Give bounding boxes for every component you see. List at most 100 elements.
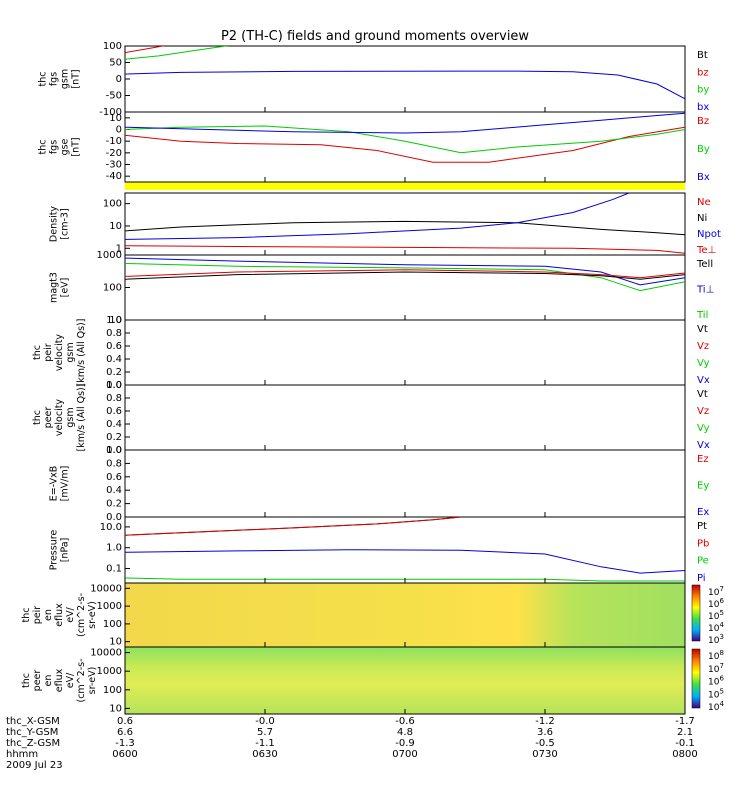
footer-value: 3.6 [537, 727, 553, 738]
y-tick-label: 0.4 [106, 354, 122, 365]
y-axis-label: [cm-3] [60, 208, 71, 239]
panel-p5: Vt Vz Vy Vx 1.0 0.8 0.6 0.4 0.2 0.0 thc peir velocit… [32, 315, 710, 391]
y-tick-label: 100 [103, 41, 122, 52]
series-Tell [125, 271, 685, 280]
y-axis-label: peir [32, 606, 43, 625]
footer-value: 0800 [672, 749, 697, 760]
y-axis-label: thc [38, 140, 49, 155]
footer-row-label: hhmm [6, 749, 38, 760]
footer-value: -0.5 [535, 738, 555, 749]
panel-p7: Ez Ey Ex 1.0 0.8 0.6 0.4 0.2 0.0 E=-VxB [mV/m] [49, 445, 710, 523]
y-tick-label: 10 [109, 113, 122, 124]
y-tick-label: 0.8 [106, 393, 122, 404]
legend-label: Vx [697, 375, 710, 386]
footer-value: 0.6 [117, 716, 133, 727]
legend-label: Vz [697, 341, 709, 352]
legend-label: Vt [697, 389, 708, 400]
y-tick-label: 1000 [97, 666, 122, 677]
footer-row-label: thc_Z-GSM [6, 738, 60, 749]
legend-label: Bx [697, 172, 710, 183]
y-tick-label: 1.0 [106, 445, 122, 456]
legend-label: bx [697, 102, 709, 113]
legend-label: Te⊥ [696, 245, 716, 256]
y-axis-label: eV/ [65, 672, 76, 688]
legend-label: Ni [697, 213, 707, 224]
series-by [125, 46, 229, 60]
y-tick-label: 100 [103, 283, 122, 294]
y-axis-label: eV/ [65, 606, 76, 622]
series-Til [125, 262, 685, 292]
panel-p1: Bt bz by bx 100 50 0 -50 -100 thc fgs gsm [nT] [38, 41, 710, 118]
y-tick-label: 0.1 [106, 563, 122, 574]
series-Pe [125, 577, 685, 582]
legend-label: Pi [697, 573, 706, 584]
y-tick-label: -20 [106, 148, 122, 159]
y-axis-label: gsm [60, 69, 71, 89]
y-axis-label: peer [43, 407, 54, 429]
panel-p2: Bz By Bx 100-10-20-30-40 thc fgs gse [nT] [38, 111, 710, 183]
y-axis-label: (cm^2-s- [76, 593, 87, 637]
y-axis-label: [km/s (All Qs)] [76, 319, 87, 387]
footer-value: 5.7 [257, 727, 273, 738]
y-tick-label: 10 [109, 703, 122, 714]
y-tick-label: -40 [106, 171, 122, 182]
footer-value: -0.9 [395, 738, 415, 749]
legend-label: Ey [697, 481, 709, 492]
series-Te⊥ [125, 269, 685, 279]
legend-label: Vy [697, 423, 710, 434]
series-bz [125, 46, 166, 54]
y-axis-label: peer [32, 670, 43, 692]
colorbar-label: 103 [708, 633, 724, 646]
y-axis-label: sr-eV) [87, 667, 98, 695]
y-axis-label: Density [49, 206, 60, 242]
legend-label: Pb [697, 538, 709, 549]
footer-value: 0600 [112, 749, 137, 760]
y-tick-label: 0.8 [106, 328, 122, 339]
footer-value: -1.1 [255, 738, 275, 749]
y-tick-label: 1000 [97, 601, 122, 612]
yellow-band [125, 182, 685, 190]
y-axis-label: [nT] [71, 137, 82, 156]
y-axis-label: thc [32, 345, 43, 360]
series-By [125, 125, 685, 154]
y-tick-label: 10 [109, 221, 122, 232]
legend-label: Ex [697, 507, 709, 518]
footer-value: 0730 [532, 749, 557, 760]
series-Ti⊥ [125, 257, 685, 286]
y-axis-label: [km/s (All Qs)] [76, 384, 87, 452]
y-axis-label: Pressure [49, 530, 60, 571]
colorbar-label: 107 [708, 662, 724, 675]
y-axis-label: velocity [54, 334, 65, 372]
y-tick-label: 10.0 [100, 522, 122, 533]
panel-frame [124, 319, 686, 386]
footer-value: -0.1 [675, 738, 695, 749]
series-Pi [125, 549, 685, 574]
footer-row-label: thc_X-GSM [6, 716, 60, 727]
legend-label: Ne [697, 197, 711, 208]
footer-value: -0.6 [395, 716, 415, 727]
legend-label: bz [697, 67, 709, 78]
y-axis-label: (cm^2-s- [76, 659, 87, 703]
footer-value: -1.7 [675, 716, 695, 727]
series-Bz [125, 126, 685, 163]
y-axis-label: [eV] [60, 278, 71, 298]
footer-row-label: thc_Y-GSM [6, 727, 58, 738]
y-axis-label: gsm [65, 342, 76, 362]
y-axis-label: [mV/m] [60, 466, 71, 502]
series-Pb [125, 517, 462, 536]
y-axis-label: thc [38, 72, 49, 87]
legend-label: Pt [697, 521, 707, 532]
panel-frame [124, 192, 686, 256]
legend-label: Bz [697, 116, 709, 127]
y-tick-label: 0.6 [106, 472, 122, 483]
y-tick-label: 0.0 [106, 380, 122, 391]
footer-value: -0.0 [255, 716, 275, 727]
panel-frame [124, 449, 686, 518]
panel-p6: Vt Vz Vy Vx 1.0 0.8 0.6 0.4 0.2 0.0 thc peer velocit… [32, 380, 710, 456]
y-tick-label: 0.2 [106, 499, 122, 510]
legend-label: Vy [697, 358, 710, 369]
y-axis-label: sr-eV) [87, 601, 98, 629]
y-tick-label: -10 [106, 136, 122, 147]
